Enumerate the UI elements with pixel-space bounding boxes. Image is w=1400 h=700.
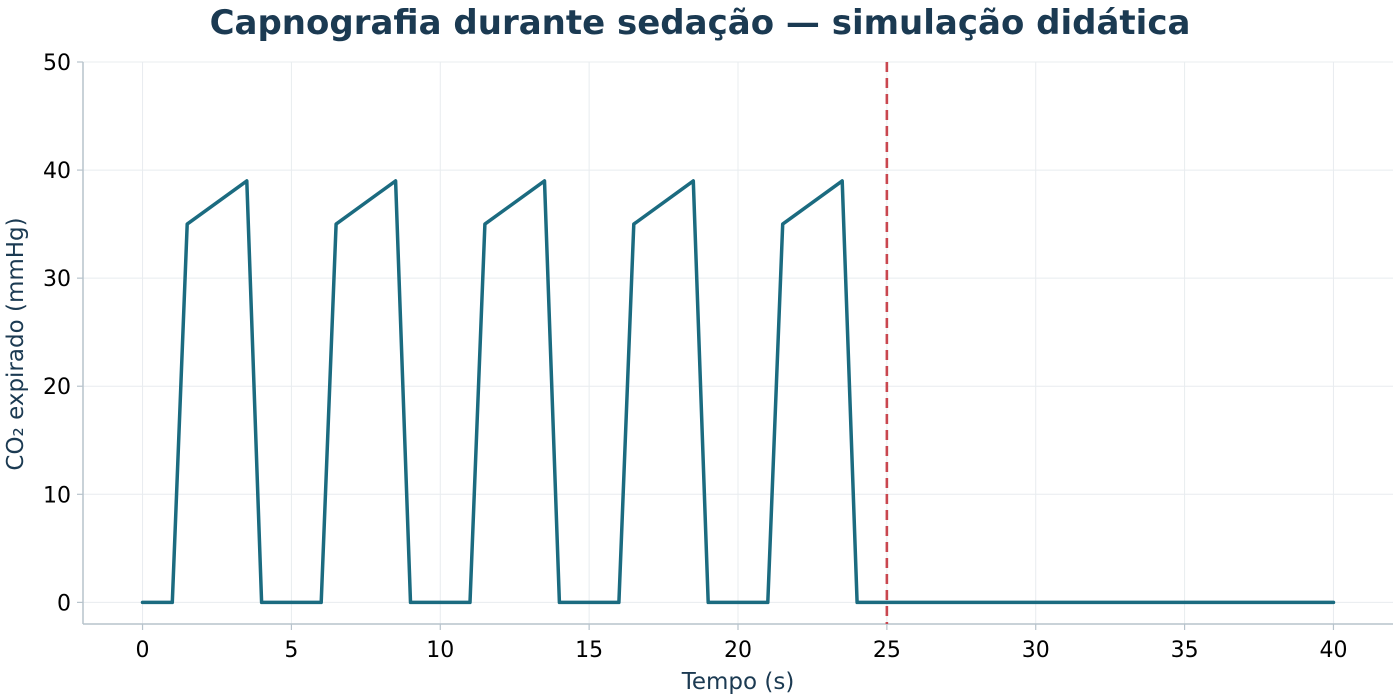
series-line-0 <box>140 179 1336 605</box>
y-tick-label-3: 30 <box>43 267 71 292</box>
y-tick-label-2: 20 <box>43 375 71 400</box>
x-tick-label-8: 40 <box>1319 638 1347 663</box>
grid <box>83 61 1393 624</box>
x-tick-label-2: 10 <box>426 638 454 663</box>
x-tick-label-6: 30 <box>1022 638 1050 663</box>
x-tick-label-3: 15 <box>575 638 603 663</box>
x-axis-label: Tempo (s) <box>681 669 795 695</box>
x-tick-label-1: 5 <box>284 638 298 663</box>
axes: 0 5 10 15 20 25 30 35 40 0 10 20 30 40 50 <box>43 51 1393 663</box>
y-tick-label-4: 40 <box>43 159 71 184</box>
chart-title: Capnografia durante sedação — simulação … <box>210 3 1191 43</box>
y-tick-label-5: 50 <box>43 51 71 76</box>
x-tick-label-4: 20 <box>724 638 752 663</box>
x-tick-label-0: 0 <box>136 638 150 663</box>
x-tick-label-7: 35 <box>1171 638 1199 663</box>
series-layer <box>140 179 1336 605</box>
y-axis-label: CO₂ expirado (mmHg) <box>3 217 29 470</box>
y-tick-label-1: 10 <box>43 483 71 508</box>
x-tick-label-5: 25 <box>873 638 901 663</box>
y-tick-label-0: 0 <box>57 591 71 616</box>
